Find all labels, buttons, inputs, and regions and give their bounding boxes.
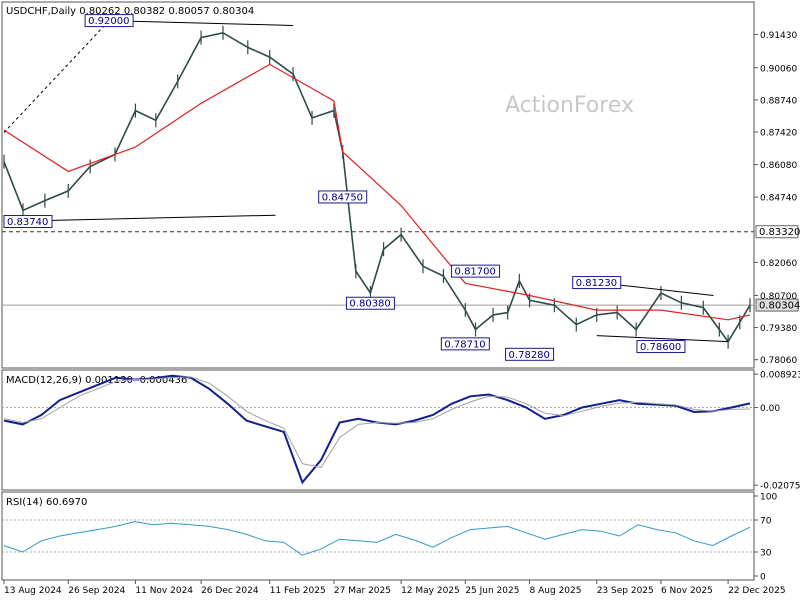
x-tick-label: 11 Feb 2025 [270,586,326,596]
x-tick-label: 23 Sep 2025 [597,586,654,596]
symbol-header: USDCHF,Daily 0.80262 0.80382 0.80057 0.8… [6,6,254,17]
price-annotation-label: 0.78280 [509,350,550,361]
price-y-tick-label: 0.84740 [760,194,797,204]
price-annotation-box [505,347,555,361]
price-y-tick-label: 0.78060 [760,356,797,366]
price-y-tick-label: 0.86080 [760,161,797,171]
moving-average-line [3,63,751,321]
trendline [3,20,110,133]
x-tick-label: 12 May 2025 [401,586,460,596]
macd-plot [2,374,754,485]
price-annotation-label: 0.92000 [88,16,129,27]
price-annotation-label: 0.78710 [444,339,485,350]
rsi-plot [2,519,754,556]
price-annotation-label: 0.84750 [322,192,363,203]
x-tick-label: 27 Mar 2025 [334,586,391,596]
price-y-tick-label: 0.90060 [760,64,797,74]
price-annotation-box [636,340,686,354]
x-tick-label: 11 Nov 2024 [135,586,193,596]
price-annotation-box [755,225,799,239]
price-y-tick-label: 0.82060 [760,259,797,269]
price-y-tick-label: 0.88740 [760,96,797,106]
rsi-y-tick-label: 70 [760,517,772,527]
price-annotation-label: 0.80304 [759,301,800,312]
rsi-line [3,521,751,556]
x-tick-label: 25 Jun 2025 [465,586,519,596]
macd-y-tick-label: 0.00 [760,404,780,414]
price-annotation-box [84,14,134,28]
rsi-y-tick-label: 100 [760,493,777,503]
x-tick-label: 26 Dec 2024 [201,586,259,596]
rsi-panel-frame [1,491,755,581]
price-y-tick-label: 0.80700 [760,292,797,302]
price-annotation-label: 0.80380 [349,299,390,310]
price-annotation-box [3,215,53,229]
price-annotation-label: 0.83740 [7,217,48,228]
rsi-y-tick-label: 0 [760,573,766,583]
price-y-tick-label: 0.87420 [760,129,797,139]
x-tick-label: 13 Aug 2024 [4,586,62,596]
rsi-y-tick-label: 30 [760,549,772,559]
trendline [596,335,729,343]
x-tick-label: 6 Nov 2025 [661,586,713,596]
x-tick-label: 22 Dec 2025 [728,586,786,596]
price-annotation-box [451,264,501,278]
price-annotation-box [440,337,490,351]
price-annotation-label: 0.81700 [455,267,496,278]
macd-signal-line [3,376,751,468]
macd-y-tick-label: -0.020759 [760,482,800,492]
price-y-tick-label: 0.79380 [760,324,797,334]
macd-title: MACD(12,26,9) 0.001130 -0.000436 [6,375,187,386]
price-annotation-box [318,190,368,204]
price-annotation-label: 0.81230 [576,278,617,289]
x-tick-label: 8 Aug 2025 [530,586,582,596]
macd-panel-frame [1,369,755,491]
watermark: ActionForex [505,93,634,118]
rsi-title: RSI(14) 60.6970 [6,497,87,508]
price-annotation-box [572,276,622,290]
x-tick-label: 26 Sep 2024 [68,586,125,596]
price-y-tick-label: 0.91430 [760,31,797,41]
price-annotation-box [345,296,395,310]
price-annotation-label: 0.83320 [759,227,800,238]
trendline [109,20,294,26]
axes: 0.92000 0.83740 0.84750 0.80380 0.81700 0.787… [3,14,800,596]
price-annotation-label: 0.78600 [640,342,681,353]
price-annotation-box [755,298,799,312]
macd-y-tick-label: 0.008923 [760,371,800,381]
